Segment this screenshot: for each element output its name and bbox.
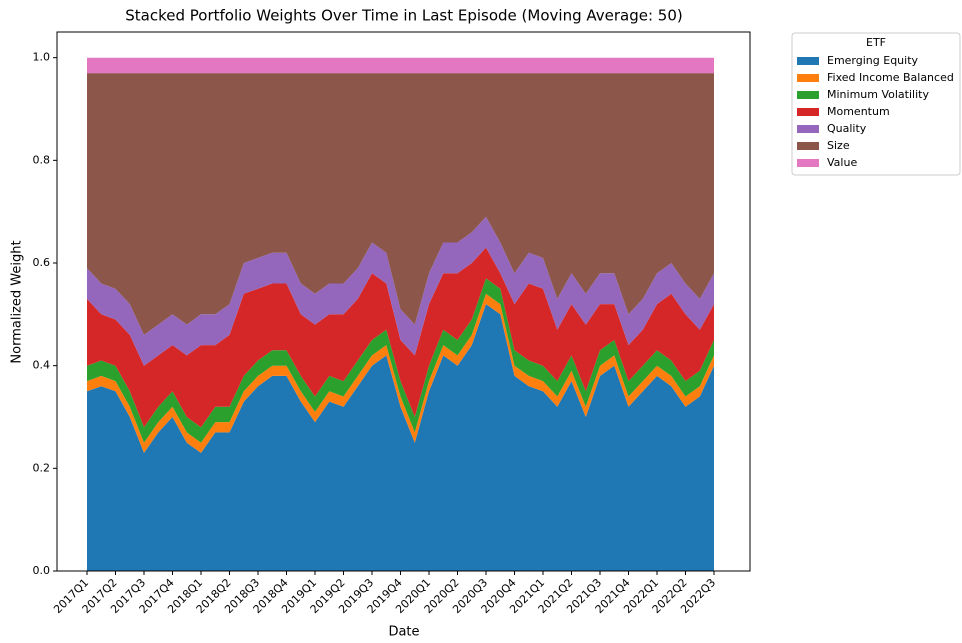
y-tick-label: 0.2 (33, 461, 51, 474)
legend-label: Emerging Equity (827, 54, 919, 67)
y-tick-label: 0.6 (33, 256, 51, 269)
legend-swatch (797, 57, 819, 65)
y-tick-label: 0.8 (33, 153, 51, 166)
y-tick-label: 0.4 (33, 359, 51, 372)
areas (87, 57, 714, 571)
legend-label: Size (827, 139, 850, 152)
area (87, 57, 714, 74)
y-tick-label: 0.0 (33, 564, 51, 577)
area (87, 247, 714, 428)
area (87, 304, 714, 571)
legend-label: Fixed Income Balanced (827, 71, 954, 84)
legend-label: Quality (827, 122, 867, 135)
area (87, 216, 714, 366)
area (87, 73, 714, 335)
legend-label: Minimum Volatility (827, 88, 929, 101)
x-axis-label: Date (388, 625, 419, 640)
legend-title: ETF (866, 36, 886, 49)
legend-swatch (797, 74, 819, 82)
area (87, 278, 714, 443)
legend-swatch (797, 159, 819, 167)
legend-label: Momentum (827, 105, 890, 118)
chart-title: Stacked Portfolio Weights Over Time in L… (125, 7, 682, 25)
plot-frame (56, 31, 751, 572)
legend-swatch (797, 142, 819, 150)
legend-swatch (797, 91, 819, 99)
y-tick-label: 1.0 (33, 51, 51, 64)
legend-box (791, 32, 961, 176)
y-axis-label: Normalized Weight (10, 240, 25, 363)
legend-swatch (797, 108, 819, 116)
legend-label: Value (827, 156, 857, 169)
area (87, 293, 714, 453)
legend-swatch (797, 125, 819, 133)
